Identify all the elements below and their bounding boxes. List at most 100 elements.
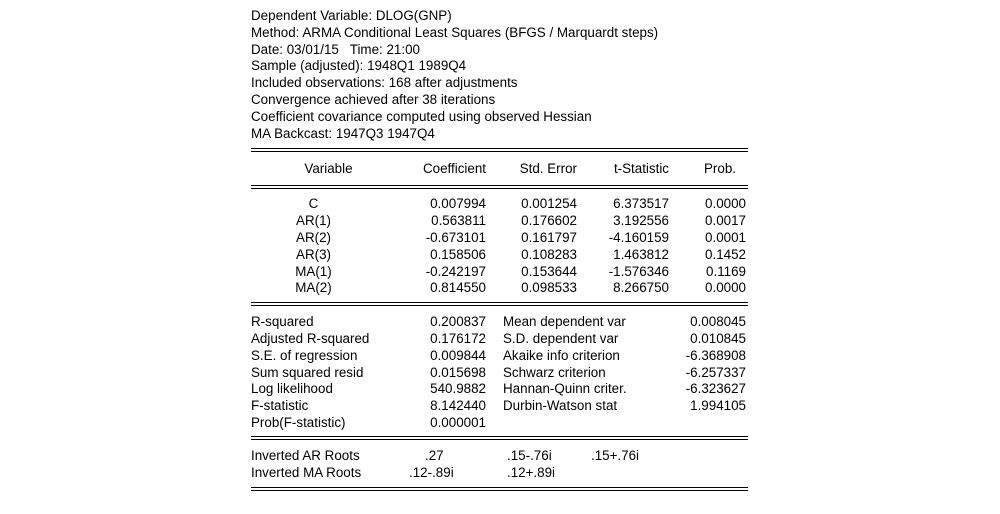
stat-value: 0.000001 [430, 414, 486, 430]
variable-name: AR(1) [296, 213, 331, 229]
coefficients-bottom-rule [251, 302, 748, 307]
header-rule [251, 185, 748, 190]
column-header-prob: Prob. [703, 161, 736, 177]
coefficient-row: AR(1) 0.563811 0.176602 3.192556 0.0017 [251, 213, 748, 230]
estimation-header: Dependent Variable: DLOG(GNP) Method: AR… [251, 8, 748, 142]
prob-value: 0.0000 [705, 280, 746, 296]
covariance-line: Coefficient covariance computed using ob… [251, 108, 592, 124]
variable-name: MA(1) [295, 263, 332, 279]
stat-value: 0.008045 [690, 314, 746, 330]
stat-value: -6.368908 [685, 347, 746, 363]
coefficient-value: 0.563811 [431, 213, 486, 229]
coefficient-value: 0.007994 [430, 196, 486, 212]
regression-output: Dependent Variable: DLOG(GNP) Method: AR… [251, 8, 748, 492]
dependent-variable-line: Dependent Variable: DLOG(GNP) [251, 8, 452, 23]
stat-row: S.E. of regression 0.009844 Akaike info … [251, 348, 748, 365]
stat-label: Hannan-Quinn criter. [503, 381, 627, 397]
prob-value: 0.0001 [705, 229, 746, 245]
std-error-value: 0.098533 [521, 280, 577, 296]
stat-value: 0.009844 [430, 347, 486, 363]
stat-row: Adjusted R-squared 0.176172 S.D. depende… [251, 331, 748, 348]
inverted-roots: Inverted AR Roots .27 .15-.76i .15+.76i … [251, 448, 748, 482]
t-statistic-value: -4.160159 [608, 229, 669, 245]
prob-value: 0.0000 [705, 196, 746, 212]
stat-row: Log likelihood 540.9882 Hannan-Quinn cri… [251, 381, 748, 398]
stat-label: Mean dependent var [503, 314, 626, 330]
std-error-value: 0.153644 [521, 263, 577, 279]
ma-roots-row: Inverted MA Roots .12-.89i .12+.89i [251, 465, 748, 482]
stat-label: Sum squared resid [251, 364, 364, 380]
stat-label: Durbin-Watson stat [503, 398, 618, 414]
stat-value: -6.323627 [685, 381, 746, 397]
ar-root-value: .27 [425, 447, 444, 463]
coefficient-row: AR(3) 0.158506 0.108283 1.463812 0.1452 [251, 247, 748, 264]
method-line: Method: ARMA Conditional Least Squares (… [251, 24, 659, 40]
convergence-line: Convergence achieved after 38 iterations [251, 91, 496, 107]
ar-roots-row: Inverted AR Roots .27 .15-.76i .15+.76i [251, 448, 748, 465]
variable-name: AR(2) [296, 229, 331, 245]
std-error-value: 0.108283 [521, 246, 577, 262]
coefficient-value: -0.242197 [425, 263, 486, 279]
stat-value: 0.010845 [690, 330, 746, 346]
stat-value: 8.142440 [430, 398, 486, 414]
sample-line: Sample (adjusted): 1948Q1 1989Q4 [251, 58, 467, 74]
stat-label: Log likelihood [251, 381, 333, 397]
column-header-t-statistic: t-Statistic [613, 161, 669, 177]
stat-label: S.E. of regression [251, 347, 358, 363]
table-top-rule [251, 148, 748, 153]
column-header-variable: Variable [304, 161, 353, 177]
stat-row: Prob(F-statistic) 0.000001 [251, 415, 748, 432]
variable-name: MA(2) [295, 280, 332, 296]
t-statistic-value: 8.266750 [613, 280, 669, 296]
ar-root-value: .15+.76i [591, 447, 640, 463]
t-statistic-value: 1.463812 [613, 246, 669, 262]
ar-roots-label: Inverted AR Roots [251, 447, 360, 463]
prob-value: 0.1169 [706, 263, 746, 279]
std-error-value: 0.161797 [521, 229, 577, 245]
coefficient-value: 0.158506 [430, 246, 486, 262]
ma-root-value: .12+.89i [507, 464, 556, 480]
column-header-std-error: Std. Error [519, 161, 577, 177]
coefficient-row: C 0.007994 0.001254 6.373517 0.0000 [251, 196, 748, 213]
observations-line: Included observations: 168 after adjustm… [251, 75, 518, 91]
prob-value: 0.0017 [705, 213, 746, 229]
coefficient-table-body: C 0.007994 0.001254 6.373517 0.0000 AR(1… [251, 196, 748, 297]
stat-row: F-statistic 8.142440 Durbin-Watson stat … [251, 398, 748, 415]
t-statistic-value: 3.192556 [613, 213, 669, 229]
stat-value: 0.200837 [430, 314, 486, 330]
summary-statistics: R-squared 0.200837 Mean dependent var 0.… [251, 314, 748, 432]
t-statistic-value: 6.373517 [613, 196, 669, 212]
ar-root-value: .15-.76i [507, 447, 552, 463]
stat-value: 0.176172 [430, 330, 486, 346]
prob-value: 0.1452 [705, 246, 746, 262]
stat-label: F-statistic [251, 398, 309, 414]
stat-row: Sum squared resid 0.015698 Schwarz crite… [251, 365, 748, 382]
stat-value: 0.015698 [430, 364, 486, 380]
ma-roots-label: Inverted MA Roots [251, 464, 362, 480]
column-header-coefficient: Coefficient [422, 161, 486, 177]
stat-label: Schwarz criterion [503, 364, 606, 380]
stat-value: 540.9882 [430, 381, 486, 397]
coefficient-value: 0.814550 [430, 280, 486, 296]
coefficient-row: MA(1) -0.242197 0.153644 -1.576346 0.116… [251, 264, 748, 281]
stat-label: Akaike info criterion [503, 347, 620, 363]
t-statistic-value: -1.576346 [608, 263, 669, 279]
coefficient-row: AR(2) -0.673101 0.161797 -4.160159 0.000… [251, 230, 748, 247]
backcast-line: MA Backcast: 1947Q3 1947Q4 [251, 125, 435, 141]
stat-label: Prob(F-statistic) [251, 414, 346, 430]
stat-row: R-squared 0.200837 Mean dependent var 0.… [251, 314, 748, 331]
ma-root-value: .12-.89i [409, 464, 454, 480]
std-error-value: 0.001254 [521, 196, 577, 212]
coefficient-value: -0.673101 [425, 229, 486, 245]
stat-value: -6.257337 [685, 364, 746, 380]
stat-value: 1.994105 [690, 398, 746, 414]
coefficient-table-header: Variable Coefficient Std. Error t-Statis… [251, 152, 748, 185]
variable-name: AR(3) [296, 246, 331, 262]
std-error-value: 0.176602 [521, 213, 577, 229]
stat-label: S.D. dependent var [503, 330, 619, 346]
variable-name: C [308, 196, 319, 212]
coefficient-row: MA(2) 0.814550 0.098533 8.266750 0.0000 [251, 280, 748, 297]
date-line: Date: 03/01/15 Time: 21:00 [251, 41, 420, 57]
table-bottom-rule [251, 487, 748, 492]
stat-label: R-squared [251, 314, 314, 330]
